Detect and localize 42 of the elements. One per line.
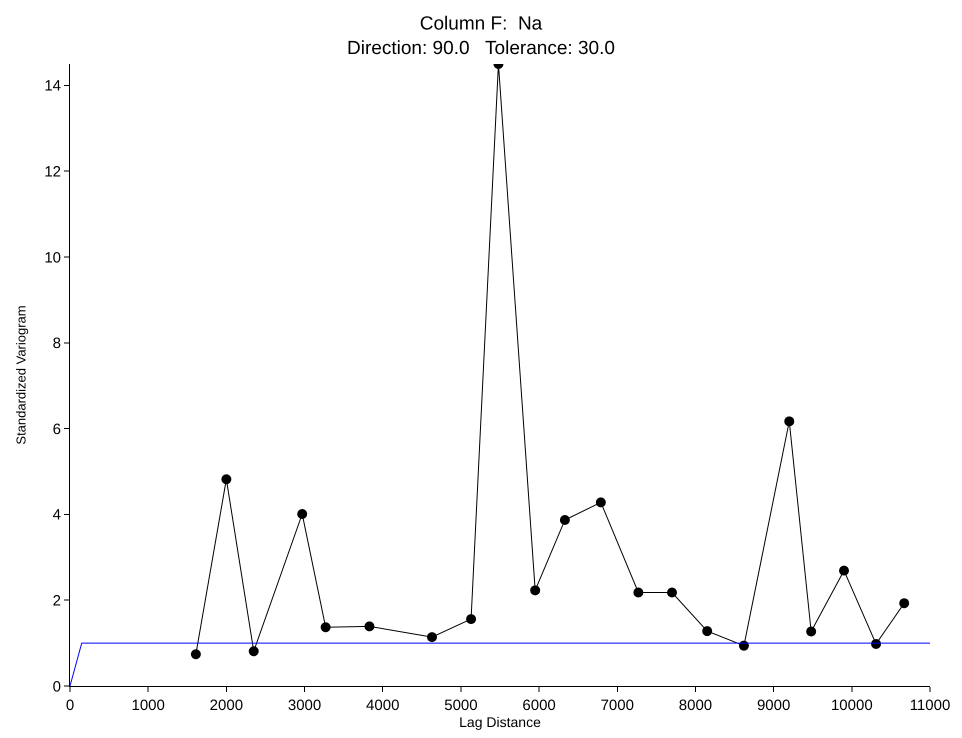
- point: [633, 587, 644, 598]
- point: [190, 649, 201, 660]
- point: [806, 626, 816, 637]
- point: [899, 598, 910, 608]
- x-tick-label: 6000: [522, 697, 556, 714]
- x-tick-label: 4000: [366, 697, 400, 714]
- x-tick-label: 5000: [444, 697, 478, 714]
- chart-subtitle: Direction: 90.0 Tolerance: 30.0: [347, 38, 615, 60]
- point: [784, 416, 794, 426]
- point: [221, 474, 232, 484]
- point: [466, 614, 476, 624]
- point: [364, 621, 374, 632]
- x-tick-label: 10000: [830, 697, 873, 714]
- point: [667, 587, 677, 598]
- x-tick-label: 0: [66, 697, 74, 714]
- point: [560, 514, 570, 525]
- x-tick-label: 2000: [210, 697, 244, 714]
- y-tick-label: 10: [44, 249, 61, 266]
- x-axis-title: Lag Distance: [459, 714, 542, 730]
- y-tick-label: 6: [52, 420, 61, 438]
- x-tick-label: 7000: [600, 697, 634, 714]
- y-tick-label: 0: [52, 678, 61, 696]
- y-tick-label: 8: [52, 335, 61, 352]
- y-tick-label: 14: [44, 78, 61, 95]
- y-tick-label: 2: [52, 592, 61, 610]
- point: [297, 508, 308, 519]
- x-tick-label: 8000: [678, 697, 712, 714]
- x-tick-label: 1000: [131, 697, 165, 714]
- y-tick-label: 12: [44, 163, 61, 180]
- x-tick-label: 9000: [756, 697, 790, 714]
- point: [839, 566, 849, 576]
- point: [596, 497, 606, 508]
- chart-title: Column F: Na: [420, 14, 543, 35]
- y-axis-title: Standardized Variogram: [13, 305, 28, 445]
- y-tick-label: 4: [52, 506, 61, 524]
- x-tick-label: 11000: [910, 697, 950, 714]
- point: [426, 632, 437, 642]
- point: [248, 646, 259, 656]
- x-tick-label: 3000: [288, 697, 322, 714]
- point: [702, 626, 712, 636]
- point: [320, 622, 331, 632]
- point: [530, 585, 540, 596]
